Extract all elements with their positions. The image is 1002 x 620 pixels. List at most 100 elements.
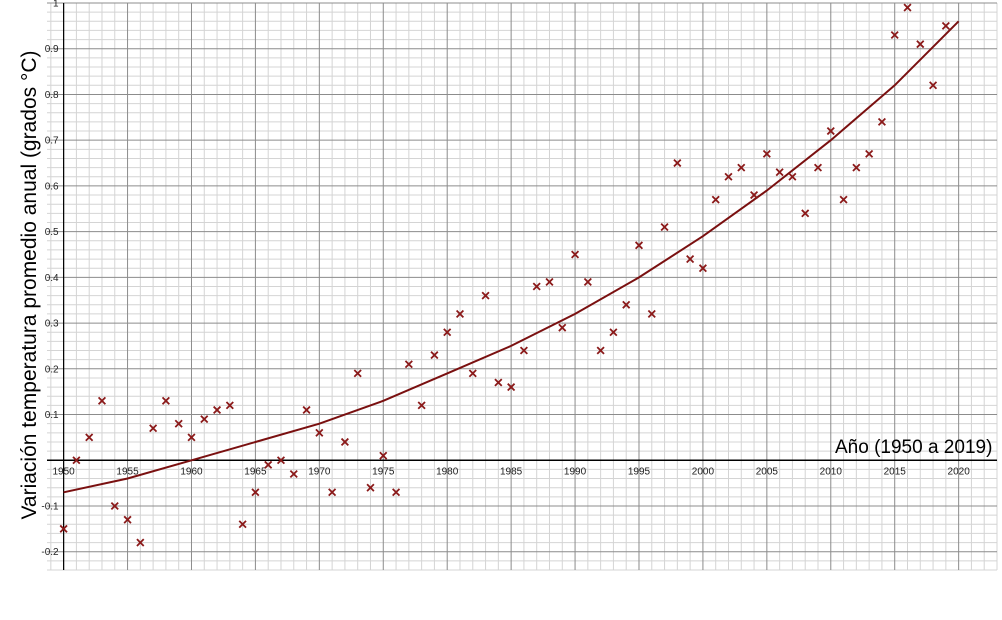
x-tick-label: 1985 xyxy=(500,466,523,477)
y-tick-label: 0.1 xyxy=(45,410,59,421)
data-point xyxy=(698,264,707,273)
tick-labels: 1950 1955 1960 1965 1970 1975 1980 1985 1990 1995… xyxy=(41,0,970,558)
data-point xyxy=(609,328,618,337)
data-point xyxy=(149,424,158,433)
data-point xyxy=(660,223,669,232)
data-point xyxy=(634,241,644,250)
x-tick-label: 2020 xyxy=(948,466,971,477)
data-point xyxy=(251,488,260,497)
y-tick-label: 0.5 xyxy=(45,227,59,238)
x-tick-label: 1960 xyxy=(180,466,203,477)
x-tick-label: 1950 xyxy=(52,466,75,477)
major-grid xyxy=(47,2,997,570)
data-point xyxy=(622,300,631,309)
data-point xyxy=(890,30,899,40)
data-point xyxy=(481,291,490,300)
y-tick-label: 0.9 xyxy=(45,44,59,55)
data-point xyxy=(686,255,695,264)
data-point xyxy=(839,195,848,204)
data-point xyxy=(417,401,426,410)
data-point xyxy=(97,396,107,405)
data-point xyxy=(903,3,912,12)
data-point xyxy=(72,456,81,465)
data-point xyxy=(532,282,541,291)
y-tick-label: -0.1 xyxy=(41,501,59,512)
data-point xyxy=(750,191,759,200)
data-point xyxy=(213,405,222,414)
x-tick-label: 2000 xyxy=(692,466,715,477)
trend-layer xyxy=(63,20,960,494)
data-point xyxy=(174,419,183,428)
y-tick-label: 0.7 xyxy=(45,136,59,147)
x-tick-label: 1975 xyxy=(372,466,395,477)
data-point xyxy=(379,451,388,460)
x-axis-title: Año (1950 a 2019) xyxy=(835,437,993,458)
data-point xyxy=(328,488,337,497)
data-point xyxy=(813,163,823,172)
data-point xyxy=(443,328,452,337)
data-point xyxy=(289,469,298,479)
data-point xyxy=(788,172,797,181)
axes xyxy=(47,3,997,570)
data-point xyxy=(596,346,605,355)
data-point xyxy=(865,149,874,158)
data-point xyxy=(468,369,477,378)
data-point xyxy=(430,351,439,360)
data-point xyxy=(225,401,234,410)
data-point xyxy=(455,309,465,318)
data-point xyxy=(85,433,94,442)
data-point xyxy=(161,396,170,405)
data-point xyxy=(571,250,580,259)
data-point xyxy=(826,126,835,136)
minor-grid xyxy=(47,3,998,571)
data-point xyxy=(353,369,362,378)
data-point xyxy=(366,483,375,492)
y-tick-label: 1 xyxy=(53,0,59,10)
data-point xyxy=(264,460,273,469)
data-point xyxy=(724,172,733,181)
data-point xyxy=(200,415,209,424)
data-point xyxy=(929,81,938,90)
data-point xyxy=(775,168,784,177)
data-point xyxy=(110,501,119,511)
y-tick-label: 0.4 xyxy=(45,273,59,284)
data-point xyxy=(583,277,592,286)
data-point xyxy=(801,209,810,218)
y-tick-label: 0.3 xyxy=(45,319,59,330)
data-point xyxy=(762,149,771,158)
data-point xyxy=(187,433,196,442)
data-point xyxy=(647,309,656,318)
x-tick-label: 1955 xyxy=(116,466,139,477)
data-point xyxy=(494,378,503,387)
data-point xyxy=(404,360,413,369)
data-point xyxy=(238,520,247,529)
data-point xyxy=(59,524,68,533)
data-point xyxy=(877,117,886,126)
data-point xyxy=(545,277,554,286)
x-tick-label: 1980 xyxy=(436,466,459,477)
data-point xyxy=(916,40,925,49)
x-tick-label: 1995 xyxy=(628,466,651,477)
y-tick-label: 0.6 xyxy=(45,181,59,192)
data-point xyxy=(519,346,528,355)
data-point xyxy=(941,21,950,30)
trend-curve xyxy=(63,20,960,494)
data-point xyxy=(340,437,349,447)
data-point xyxy=(392,488,401,497)
data-point xyxy=(136,538,145,547)
x-tick-label: 2015 xyxy=(884,466,907,477)
points-layer xyxy=(59,3,950,547)
y-tick-label: -0.2 xyxy=(41,547,59,558)
data-point xyxy=(315,428,324,437)
y-tick-label: 0.2 xyxy=(45,364,59,375)
data-point xyxy=(123,515,132,524)
y-tick-label: 0.8 xyxy=(45,90,59,101)
x-tick-label: 1965 xyxy=(244,466,267,477)
x-tick-label: 1990 xyxy=(564,466,587,477)
data-point xyxy=(302,405,311,414)
x-tick-label: 1970 xyxy=(308,466,331,477)
data-point xyxy=(558,323,567,332)
y-axis-title: Variación temperatura promedio anual (gr… xyxy=(18,50,41,520)
x-tick-label: 2005 xyxy=(756,466,779,477)
